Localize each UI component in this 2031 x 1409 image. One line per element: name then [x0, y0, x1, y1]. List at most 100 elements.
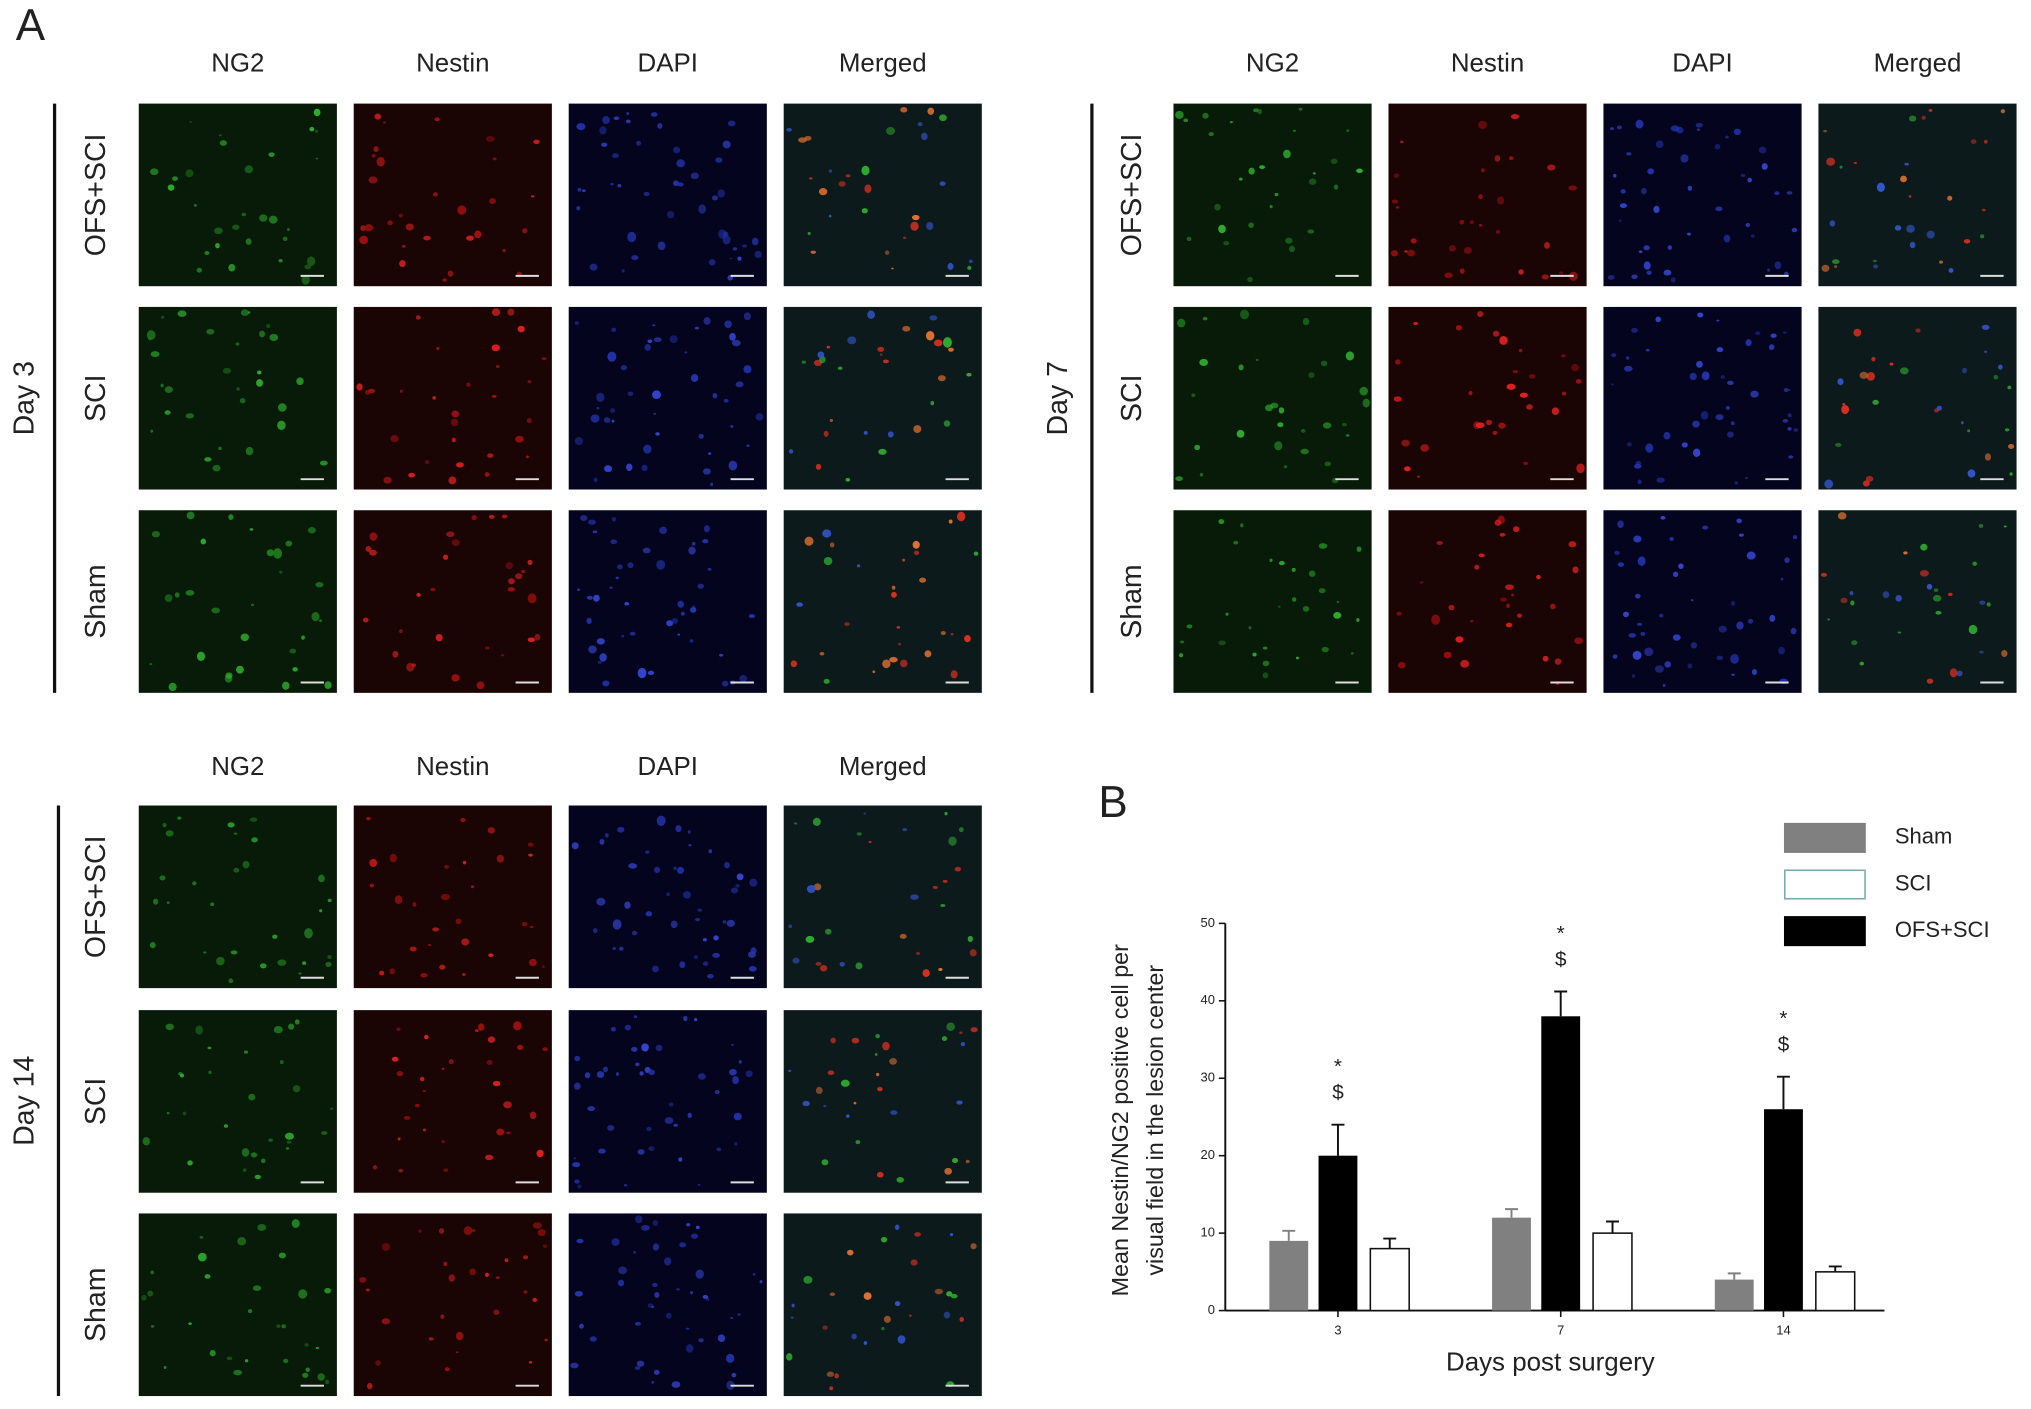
cell-spot: [729, 257, 733, 260]
cell-spot: [1240, 523, 1244, 528]
cell-spot: [532, 1222, 542, 1229]
cell-spot: [1972, 561, 1977, 566]
cell-spot: [172, 176, 178, 181]
cell-spot: [576, 123, 586, 131]
significance-mark: $: [1555, 948, 1567, 971]
cell-spot: [1183, 118, 1189, 123]
cell-spot: [292, 1085, 301, 1093]
micrograph: [783, 306, 982, 490]
cell-spot: [613, 116, 620, 121]
cell-spot: [627, 562, 634, 569]
cell-spot: [1500, 597, 1507, 602]
cell-spot: [1695, 122, 1703, 128]
cell-spot: [371, 153, 376, 158]
cell-spot: [891, 591, 897, 598]
cell-spot: [712, 952, 720, 958]
cell-spot: [1882, 591, 1890, 599]
cell-spot: [610, 408, 616, 413]
cell-spot: [646, 1126, 652, 1132]
cell-spot: [1689, 372, 1697, 381]
cell-spot: [1782, 418, 1789, 423]
cell-spot: [822, 1325, 828, 1330]
cell-spot: [1617, 520, 1624, 529]
cell-spot: [732, 1076, 739, 1085]
cell-spot: [610, 1027, 616, 1032]
cell-spot: [652, 1243, 660, 1251]
cell-spot: [1745, 223, 1751, 228]
cell-spot: [950, 632, 954, 636]
cell-spot: [179, 1073, 185, 1078]
cell-spot: [1336, 601, 1340, 603]
cell-spot: [1619, 203, 1628, 209]
error-bar: [1828, 1265, 1842, 1272]
cell-spot: [242, 860, 250, 869]
cell-spot: [698, 433, 704, 439]
column-header: DAPI: [1672, 50, 1732, 78]
cell-spot: [1981, 208, 1986, 212]
cell-spot: [1782, 331, 1787, 334]
cell-spot: [420, 973, 428, 978]
cell-spot: [491, 344, 500, 352]
cell-spot: [215, 243, 220, 249]
cell-spot: [817, 351, 825, 359]
cell-spot: [786, 1353, 793, 1361]
cell-spot: [863, 430, 868, 435]
cell-spot: [1218, 224, 1226, 234]
cell-spot: [1523, 461, 1529, 465]
cell-spot: [929, 315, 938, 321]
cell-spot: [1632, 650, 1642, 660]
cell-spot: [690, 1233, 699, 1239]
cell-spot: [602, 1066, 608, 1073]
cell-spot: [579, 1323, 584, 1329]
cell-spot: [422, 1128, 426, 1132]
cell-spot: [806, 884, 816, 894]
cell-spot: [725, 1353, 735, 1363]
cell-spot: [590, 414, 600, 423]
cell-spot: [677, 866, 685, 874]
cell-spot: [243, 1168, 247, 1172]
cell-spot: [281, 1324, 286, 1329]
cell-spot: [1350, 652, 1354, 655]
cell-spot: [1175, 476, 1183, 482]
cell-spot: [285, 1147, 290, 1150]
cell-spot: [733, 1112, 742, 1121]
cell-spot: [1824, 479, 1834, 489]
cell-spot: [1628, 633, 1637, 638]
cell-spot: [728, 460, 738, 471]
cell-spot: [257, 370, 262, 375]
cell-spot: [827, 1070, 835, 1076]
cell-spot: [593, 594, 600, 602]
cell-spot: [409, 946, 417, 952]
cell-spot: [164, 410, 171, 415]
cell-spot: [1784, 271, 1789, 276]
cell-spot: [697, 908, 703, 912]
cell-spot: [731, 1043, 734, 1046]
cell-spot: [1654, 665, 1664, 673]
cell-spot: [451, 539, 460, 546]
cell-spot: [487, 1036, 496, 1043]
cell-spot: [1448, 245, 1456, 252]
cell-spot: [1716, 347, 1724, 353]
row-label: OFS+SCI: [80, 134, 112, 257]
cell-spot: [177, 816, 182, 820]
cell-spot: [1262, 672, 1269, 679]
micrograph: [138, 805, 337, 989]
cell-spot: [278, 1252, 287, 1259]
cell-spot: [830, 1037, 836, 1044]
cell-spot: [147, 1290, 154, 1297]
cell-spot: [1947, 195, 1953, 201]
cell-spot: [645, 850, 650, 854]
cell-spot: [1436, 540, 1443, 546]
cell-spot: [944, 811, 948, 816]
micrograph: [353, 1010, 552, 1193]
cell-spot: [913, 550, 920, 556]
cell-spot: [937, 375, 946, 382]
cell-spot: [899, 933, 907, 939]
cell-spot: [863, 1292, 872, 1300]
cell-spot: [177, 310, 187, 317]
row-label: Sham: [1116, 564, 1148, 638]
micrograph: [1818, 510, 2017, 693]
cell-spot: [1278, 560, 1285, 566]
micrograph: [1603, 306, 1802, 490]
cell-spot: [447, 270, 454, 277]
